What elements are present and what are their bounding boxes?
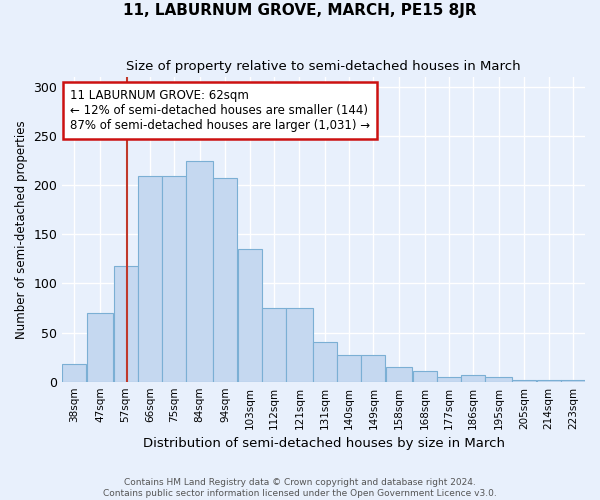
Bar — [485, 377, 512, 382]
Bar — [512, 380, 536, 382]
Text: 11, LABURNUM GROVE, MARCH, PE15 8JR: 11, LABURNUM GROVE, MARCH, PE15 8JR — [123, 2, 477, 18]
Bar — [313, 342, 337, 382]
Bar — [437, 377, 461, 382]
Bar — [62, 364, 86, 382]
X-axis label: Distribution of semi-detached houses by size in March: Distribution of semi-detached houses by … — [143, 437, 505, 450]
Bar — [187, 160, 213, 382]
Bar — [461, 375, 485, 382]
Bar — [162, 176, 186, 382]
Bar — [113, 266, 137, 382]
Bar — [138, 176, 162, 382]
Bar — [561, 380, 585, 382]
Bar — [361, 355, 385, 382]
Text: Contains HM Land Registry data © Crown copyright and database right 2024.
Contai: Contains HM Land Registry data © Crown c… — [103, 478, 497, 498]
Bar — [337, 355, 361, 382]
Bar — [536, 380, 560, 382]
Bar — [86, 313, 113, 382]
Bar — [262, 308, 286, 382]
Bar — [413, 371, 437, 382]
Bar — [386, 367, 412, 382]
Bar — [238, 249, 262, 382]
Y-axis label: Number of semi-detached properties: Number of semi-detached properties — [15, 120, 28, 338]
Text: 11 LABURNUM GROVE: 62sqm
← 12% of semi-detached houses are smaller (144)
87% of : 11 LABURNUM GROVE: 62sqm ← 12% of semi-d… — [70, 89, 370, 132]
Bar — [286, 308, 313, 382]
Bar — [213, 178, 238, 382]
Title: Size of property relative to semi-detached houses in March: Size of property relative to semi-detach… — [127, 60, 521, 73]
